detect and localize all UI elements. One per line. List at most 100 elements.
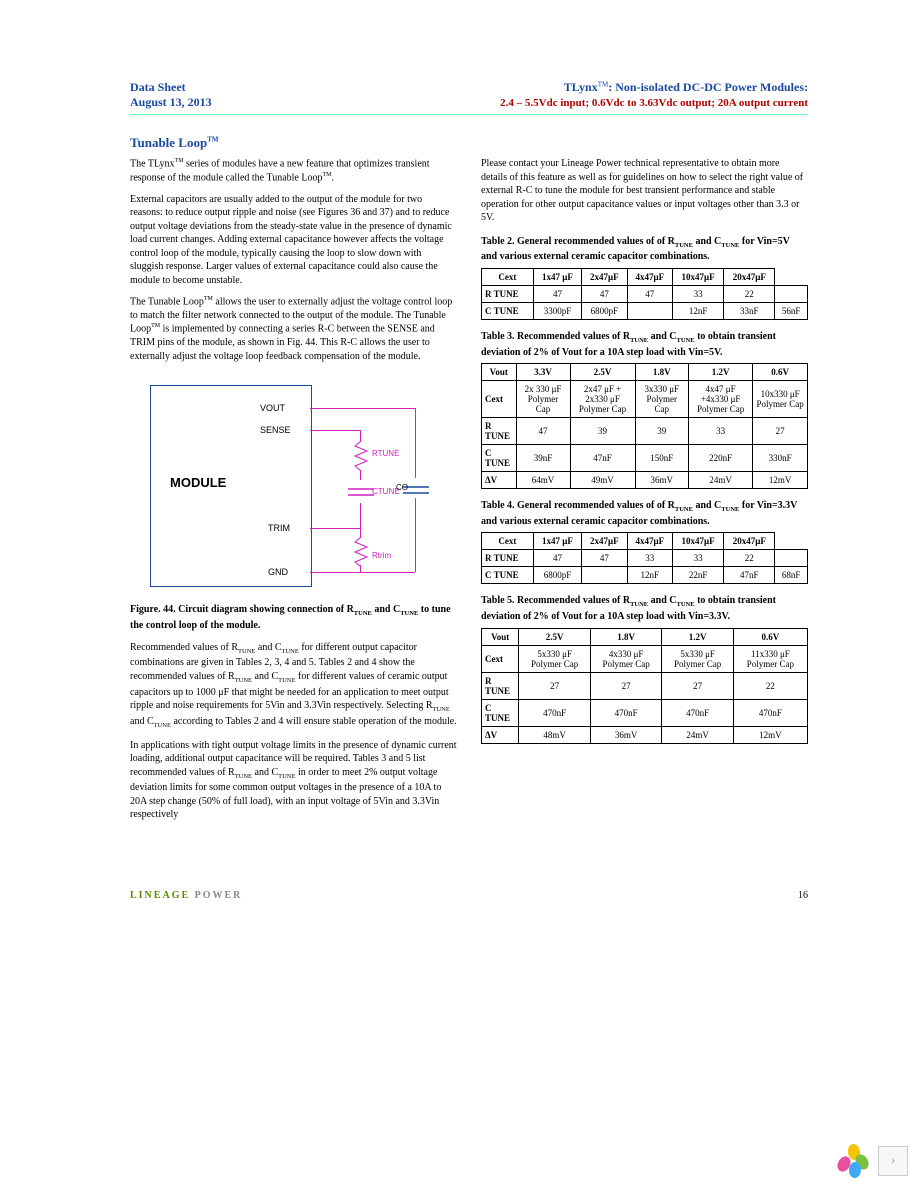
text: is implemented by connecting a series R-… [130, 324, 435, 362]
table-cell: 27 [662, 672, 733, 699]
table-header: 1.2V [662, 628, 733, 645]
table-header: 20x47μF [724, 268, 775, 285]
sub-tune: TUNE [154, 722, 171, 729]
flower-icon [838, 1144, 872, 1178]
table-cell: 47 [582, 285, 627, 302]
table-header: 2x47μF [582, 533, 627, 550]
para-3: The Tunable LoopTM allows the user to ex… [130, 295, 457, 363]
table-cell: R TUNE [482, 285, 534, 302]
table-cell: 33nF [724, 302, 775, 319]
header-row: Data Sheet TLynxTM: Non-isolated DC-DC P… [130, 80, 808, 95]
table-cell: 10x330 μF Polymer Cap [753, 381, 808, 418]
right-column: Please contact your Lineage Power techni… [481, 157, 808, 830]
two-column-layout: The TLynxTM series of modules have a new… [130, 157, 808, 830]
product-title-block: TLynxTM: Non-isolated DC-DC Power Module… [564, 80, 808, 95]
page-container: Data Sheet TLynxTM: Non-isolated DC-DC P… [0, 0, 918, 951]
tm-mark: TM [175, 158, 184, 164]
section-title: Tunable LoopTM [130, 135, 808, 151]
table-cell: 470nF [662, 699, 733, 726]
sub-tune: TUNE [630, 601, 648, 608]
table-cell: 12mV [753, 472, 808, 489]
para-4: Recommended values of RTUNE and CTUNE fo… [130, 641, 457, 731]
table-cell: C TUNE [482, 302, 534, 319]
para-1: The TLynxTM series of modules have a new… [130, 157, 457, 185]
sub-tune: TUNE [238, 648, 255, 655]
pin-trim: TRIM [268, 523, 290, 533]
table-cell: 22 [724, 550, 775, 567]
table-cell: 48mV [519, 726, 590, 743]
wire [310, 408, 415, 409]
footer: LINEAGE POWER 16 [130, 890, 808, 901]
text: and C [693, 500, 721, 511]
table-cell: 47nF [570, 445, 635, 472]
wire [360, 503, 361, 528]
table-cell: C TUNE [482, 699, 519, 726]
sub-tune: TUNE [677, 601, 695, 608]
table-cell: 470nF [590, 699, 661, 726]
table-cell: C TUNE [482, 567, 534, 584]
table-cell: 24mV [662, 726, 733, 743]
table-cell: 220nF [688, 445, 752, 472]
table-header: 10x47μF [673, 268, 724, 285]
next-arrow-button[interactable]: › [878, 1146, 908, 1176]
wire [310, 430, 360, 431]
table-cell: 6800pF [533, 567, 581, 584]
table-cell: 3300pF [533, 302, 581, 319]
table-header: 1.2V [688, 364, 752, 381]
table-cell: 33 [688, 418, 752, 445]
co-label: CO [396, 483, 408, 492]
table-cell: 47 [533, 285, 581, 302]
table-cell [627, 302, 672, 319]
table-cell: 11x330 μF Polymer Cap [733, 645, 807, 672]
table-cell: 64mV [516, 472, 570, 489]
table-cell: 47nF [724, 567, 775, 584]
sub-tune: TUNE [278, 773, 295, 780]
sub-tune: TUNE [433, 706, 450, 713]
product-name: TLynx [564, 80, 598, 94]
right-para-1: Please contact your Lineage Power techni… [481, 157, 808, 225]
footer-brand: LINEAGE POWER [130, 890, 242, 901]
circuit-diagram: MODULE VOUT SENSE TRIM GND [130, 375, 457, 595]
table-cell: 33 [673, 550, 724, 567]
table-cell: 22nF [673, 567, 724, 584]
product-suffix: : Non-isolated DC-DC Power Modules: [608, 80, 808, 94]
table-cell: 33 [627, 550, 672, 567]
table-cell: 47 [582, 550, 627, 567]
text: . [331, 172, 334, 183]
table-cell: 47 [516, 418, 570, 445]
table-header: 1.8V [635, 364, 688, 381]
sub-tune: TUNE [630, 337, 648, 344]
sub-tune: TUNE [354, 610, 372, 617]
table-cell: 27 [590, 672, 661, 699]
section-title-text: Tunable Loop [130, 135, 207, 150]
table-cell: 56nF [775, 302, 808, 319]
table-cell: ΔV [482, 726, 519, 743]
rtune-resistor [354, 441, 368, 471]
text: and C [648, 595, 676, 606]
table-header: Cext [482, 533, 534, 550]
table-cell: 470nF [733, 699, 807, 726]
table-header: 4x47μF [627, 268, 672, 285]
table-cell: 39nF [516, 445, 570, 472]
table-cell: R TUNE [482, 672, 519, 699]
text: Table 5. Recommended values of R [481, 595, 630, 606]
sub-tune: TUNE [235, 773, 252, 780]
fig44-caption: Figure. 44. Circuit diagram showing conn… [130, 603, 457, 632]
wire [310, 572, 415, 573]
tm-mark: TM [151, 323, 160, 329]
table-header: 2x47μF [582, 268, 627, 285]
table-header: 3.3V [516, 364, 570, 381]
table-header: Cext [482, 268, 534, 285]
sub-tune: TUNE [721, 506, 739, 513]
table-cell: 49mV [570, 472, 635, 489]
pin-gnd: GND [268, 567, 288, 577]
text: and C [252, 767, 278, 778]
brand-a: LINEAGE [130, 890, 190, 901]
table-cell: 12mV [733, 726, 807, 743]
table-header: 1x47 μF [533, 268, 581, 285]
rtune-label: RTUNE [372, 449, 399, 458]
text: Table 2. General recommended values of o… [481, 236, 675, 247]
table-header: 4x47μF [627, 533, 672, 550]
text: according to Tables 2 and 4 will ensure … [171, 716, 457, 727]
text: and C [255, 642, 281, 653]
